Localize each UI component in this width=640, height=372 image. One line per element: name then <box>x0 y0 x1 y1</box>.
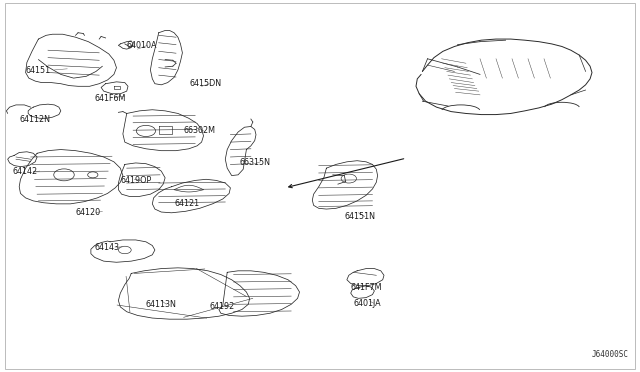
Text: 64151N: 64151N <box>344 212 375 221</box>
Text: 64142: 64142 <box>13 167 38 176</box>
Text: 64151: 64151 <box>26 66 51 75</box>
Text: 64120: 64120 <box>76 208 100 217</box>
Text: 64143: 64143 <box>95 243 120 252</box>
Text: 641F6M: 641F6M <box>95 94 126 103</box>
Text: 64113N: 64113N <box>146 300 177 309</box>
Text: 64121: 64121 <box>174 199 199 208</box>
Text: 64112N: 64112N <box>19 115 50 124</box>
Text: 6401JA: 6401JA <box>353 299 381 308</box>
Text: J64000SC: J64000SC <box>591 350 628 359</box>
Text: 66315N: 66315N <box>240 158 271 167</box>
Text: 64192: 64192 <box>210 302 235 311</box>
Text: 66302M: 66302M <box>184 126 216 135</box>
Text: 641F7M: 641F7M <box>351 283 382 292</box>
Text: 6419OP: 6419OP <box>120 176 152 185</box>
Text: 6415DN: 6415DN <box>189 79 221 88</box>
Text: 64010A: 64010A <box>127 41 157 50</box>
